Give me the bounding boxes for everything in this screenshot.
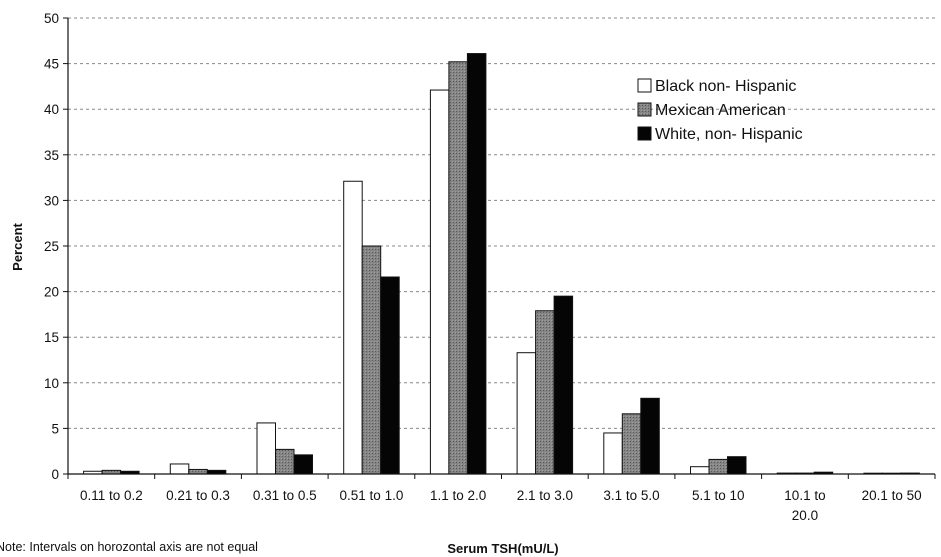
- bar-white-non-hispanic: [727, 456, 747, 475]
- legend-label: White, non- Hispanic: [655, 126, 803, 143]
- x-tick-label: 0.11 to 0.2: [80, 488, 143, 503]
- bar-mexican-american: [535, 310, 555, 475]
- x-tick-label: 0.31 to 0.5: [253, 488, 317, 503]
- x-tick-label: 0.21 to 0.3: [166, 488, 230, 503]
- y-tick-label: 35: [44, 148, 59, 163]
- x-tick-label: 5.1 to 10: [692, 488, 745, 503]
- legend-label: Mexican American: [655, 102, 786, 119]
- bar-white-non-hispanic: [380, 276, 400, 475]
- bar-mexican-american: [708, 458, 728, 475]
- y-tick-label: 50: [44, 11, 59, 26]
- y-tick-label: 5: [51, 421, 59, 436]
- bar-black-non-hispanic: [603, 432, 623, 475]
- y-tick-label: 10: [44, 376, 59, 391]
- bar-mexican-american: [361, 245, 382, 475]
- y-tick-label: 0: [51, 467, 59, 482]
- bar-black-non-hispanic: [256, 422, 276, 475]
- legend-swatch: [637, 78, 652, 93]
- bars: [83, 53, 920, 475]
- legend-swatch: [637, 102, 652, 117]
- y-tick-label: 15: [44, 330, 59, 345]
- legend-swatch: [637, 126, 652, 141]
- legend-label: Black non- Hispanic: [655, 78, 796, 95]
- x-tick-label: 20.0: [792, 508, 818, 523]
- x-tick-label: 0.51 to 1.0: [340, 488, 404, 503]
- bar-mexican-american: [188, 468, 208, 475]
- bar-white-non-hispanic: [293, 454, 313, 475]
- bar-black-non-hispanic: [516, 352, 537, 475]
- bar-mexican-american: [275, 448, 295, 475]
- y-tick-label: 20: [44, 285, 59, 300]
- bar-white-non-hispanic: [640, 397, 660, 475]
- bar-mexican-american: [448, 61, 468, 475]
- y-tick-label: 45: [44, 57, 59, 72]
- y-tick-label: 40: [44, 102, 59, 117]
- y-axis-ticks: 0 5 10 15 20 25 30 35 40 45 50: [44, 11, 68, 482]
- y-tick-label: 25: [44, 239, 59, 254]
- x-axis-title: Serum TSH(mU/L): [447, 541, 558, 556]
- gridlines: [68, 17, 935, 429]
- y-tick-label: 30: [44, 193, 59, 208]
- x-tick-label: 3.1 to 5.0: [603, 488, 659, 503]
- bar-white-non-hispanic: [553, 295, 574, 475]
- bar-black-non-hispanic: [343, 180, 363, 475]
- footnote: Note: Intervals on horozontal axis are n…: [0, 540, 258, 554]
- bar-mexican-american: [621, 413, 642, 475]
- legend: Black non- Hispanic Mexican American White…: [637, 78, 803, 143]
- x-axis-ticks: 0.11 to 0.2 0.21 to 0.3 0.31 to 0.5 0.51 to…: [67, 474, 936, 523]
- y-axis-title: Percent: [10, 222, 25, 270]
- x-tick-label: 10.1 to: [784, 488, 825, 503]
- bar-black-non-hispanic: [429, 89, 450, 475]
- bar-white-non-hispanic: [466, 53, 487, 475]
- bar-black-non-hispanic: [690, 466, 710, 475]
- x-tick-label: 20.1 to 50: [862, 488, 922, 503]
- bar-black-non-hispanic: [169, 463, 190, 475]
- x-tick-label: 2.1 to 3.0: [517, 488, 573, 503]
- x-tick-label: 1.1 to 2.0: [430, 488, 486, 503]
